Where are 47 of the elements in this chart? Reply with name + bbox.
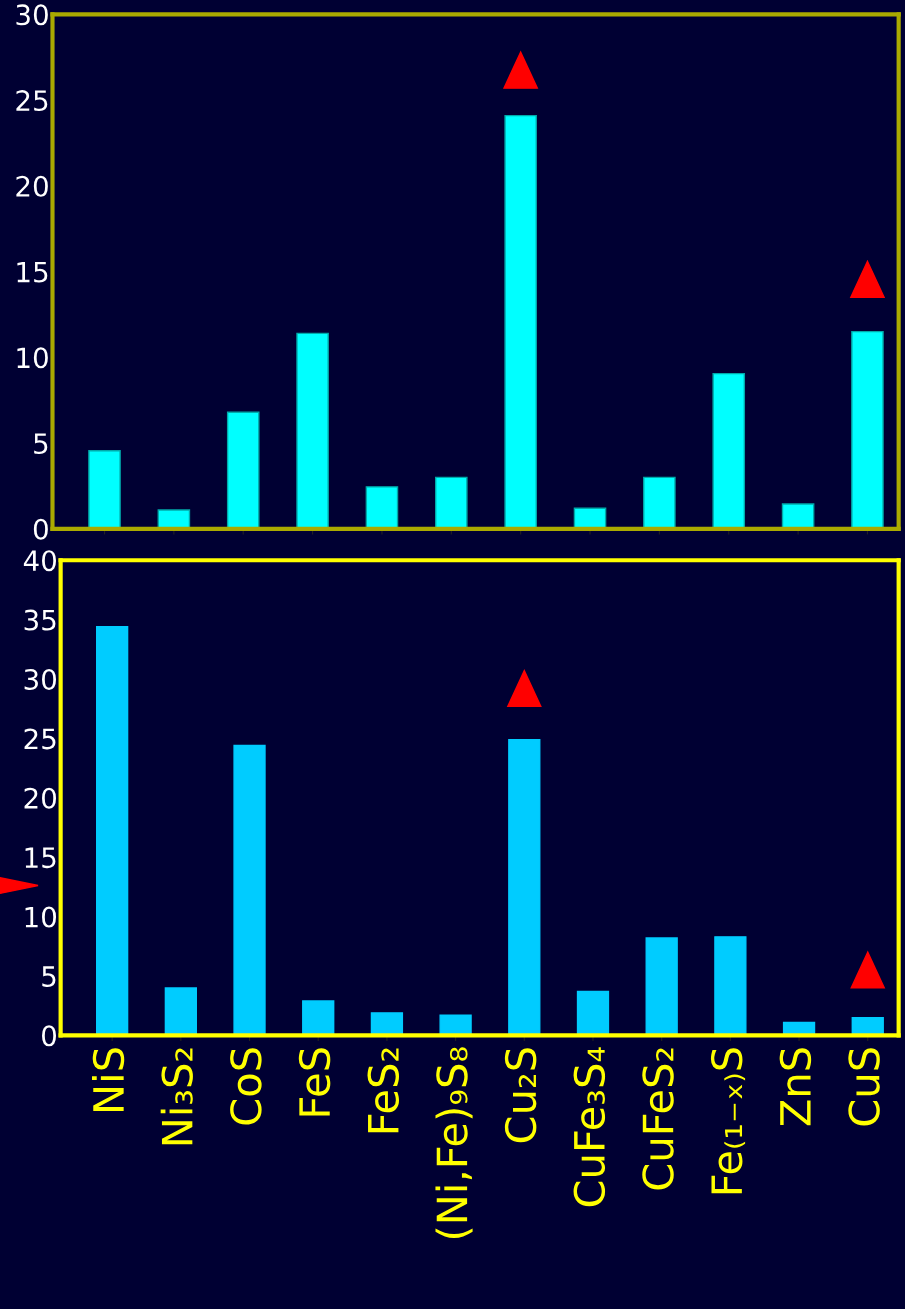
x-tick-label: NiS	[91, 1048, 125, 1111]
bar	[365, 486, 399, 529]
bar	[96, 626, 129, 1036]
bar	[226, 411, 260, 529]
x-tick-label: CoS	[230, 1048, 262, 1125]
y-tick-label: 25	[24, 728, 56, 750]
x-tick-label: Ni₃S₂	[160, 1048, 193, 1145]
y-tick-label: 5	[34, 433, 48, 455]
bar	[504, 114, 537, 529]
y-tick-label: 35	[24, 609, 56, 631]
x-tick-label: Fe₍₁₋ₓ₎S	[710, 1048, 746, 1194]
x-tick-label: FeS₂	[367, 1048, 400, 1133]
bar	[88, 450, 121, 529]
bar	[714, 936, 747, 1036]
bar	[851, 330, 884, 529]
x-tick-label: CuS	[848, 1048, 880, 1126]
x-tick-label: ZnS	[779, 1048, 812, 1126]
y-tick-label: 40	[23, 550, 57, 572]
y-tick-label: 0	[33, 518, 48, 540]
bar	[712, 372, 746, 529]
bar	[164, 987, 197, 1036]
y-tick-label: 30	[24, 668, 57, 690]
y-tick-label: 10	[25, 906, 57, 928]
x-tick-label: Cu₂S	[504, 1048, 537, 1143]
y-tick-label: 0	[42, 1025, 57, 1047]
bar	[645, 937, 678, 1036]
y-tick-label: 20	[24, 787, 57, 809]
bar	[233, 744, 266, 1036]
bar	[508, 738, 541, 1036]
bar	[435, 476, 468, 529]
y-tick-label: 15	[17, 261, 48, 283]
x-tick-label: CuFeS₂	[642, 1048, 674, 1190]
y-tick-label: 15	[25, 847, 56, 869]
y-tick-label: 10	[17, 347, 48, 369]
y-tick-label: 20	[16, 175, 48, 197]
bar	[576, 990, 610, 1036]
bar	[781, 503, 815, 529]
bar	[302, 1000, 335, 1036]
bar	[370, 1012, 404, 1036]
bar	[643, 476, 676, 529]
y-tick-label: 25	[16, 90, 48, 112]
y-tick-label: 30	[16, 4, 48, 26]
x-tick-label: (Ni,Fe)₉S₈	[435, 1047, 473, 1238]
x-tick-label: FeS	[298, 1048, 331, 1116]
bar	[296, 332, 329, 529]
y-tick-label: 5	[42, 966, 56, 987]
x-tick-label: CuFe₃S₄	[573, 1047, 606, 1207]
